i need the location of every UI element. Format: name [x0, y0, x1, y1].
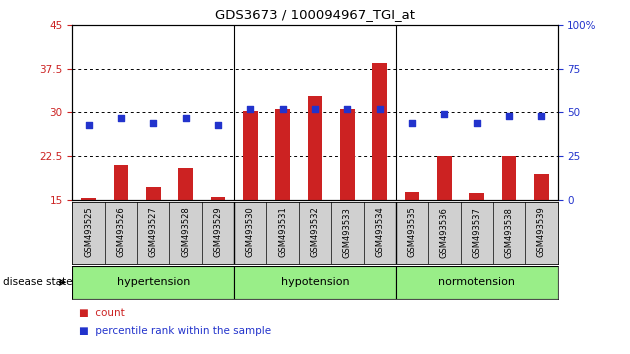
Bar	[469, 193, 484, 200]
Bar	[234, 266, 396, 299]
Text: GSM493536: GSM493536	[440, 207, 449, 258]
Text: GSM493528: GSM493528	[181, 207, 190, 257]
Point	[181, 115, 191, 120]
Bar	[113, 165, 129, 200]
Text: GSM493533: GSM493533	[343, 207, 352, 258]
Text: normotension: normotension	[438, 277, 515, 287]
Text: GSM493525: GSM493525	[84, 207, 93, 257]
Point	[278, 106, 288, 112]
Bar	[372, 63, 387, 200]
Text: GSM493535: GSM493535	[408, 207, 416, 257]
Bar	[534, 174, 549, 200]
Bar	[72, 266, 234, 299]
Point	[472, 120, 482, 126]
Text: ■  percentile rank within the sample: ■ percentile rank within the sample	[79, 326, 271, 336]
Point	[116, 115, 126, 120]
Point	[148, 120, 158, 126]
Bar	[210, 197, 226, 200]
Bar	[307, 96, 323, 200]
Bar	[146, 187, 161, 200]
Bar	[178, 168, 193, 200]
Text: GSM493532: GSM493532	[311, 207, 319, 257]
Bar	[81, 198, 96, 200]
Bar	[275, 109, 290, 200]
Point	[245, 106, 255, 112]
Text: GSM493529: GSM493529	[214, 207, 222, 257]
Bar	[340, 109, 355, 200]
Text: GSM493539: GSM493539	[537, 207, 546, 257]
Point	[407, 120, 417, 126]
Text: disease state: disease state	[3, 277, 72, 287]
Point	[213, 122, 223, 127]
Bar	[437, 156, 452, 200]
Text: GSM493537: GSM493537	[472, 207, 481, 258]
Bar	[501, 156, 517, 200]
Bar	[404, 193, 420, 200]
Text: GSM493527: GSM493527	[149, 207, 158, 257]
Text: GSM493534: GSM493534	[375, 207, 384, 257]
Text: hypertension: hypertension	[117, 277, 190, 287]
Text: GSM493538: GSM493538	[505, 207, 513, 258]
Point	[342, 106, 352, 112]
Bar	[243, 111, 258, 200]
Text: GSM493530: GSM493530	[246, 207, 255, 257]
Point	[375, 106, 385, 112]
Text: ■  count: ■ count	[79, 308, 125, 318]
Text: GSM493531: GSM493531	[278, 207, 287, 257]
Point	[310, 106, 320, 112]
Point	[504, 113, 514, 119]
Point	[439, 111, 449, 117]
Point	[84, 122, 94, 127]
Text: GSM493526: GSM493526	[117, 207, 125, 257]
Text: hypotension: hypotension	[281, 277, 349, 287]
Bar	[396, 266, 558, 299]
Point	[536, 113, 546, 119]
Title: GDS3673 / 100094967_TGI_at: GDS3673 / 100094967_TGI_at	[215, 8, 415, 21]
